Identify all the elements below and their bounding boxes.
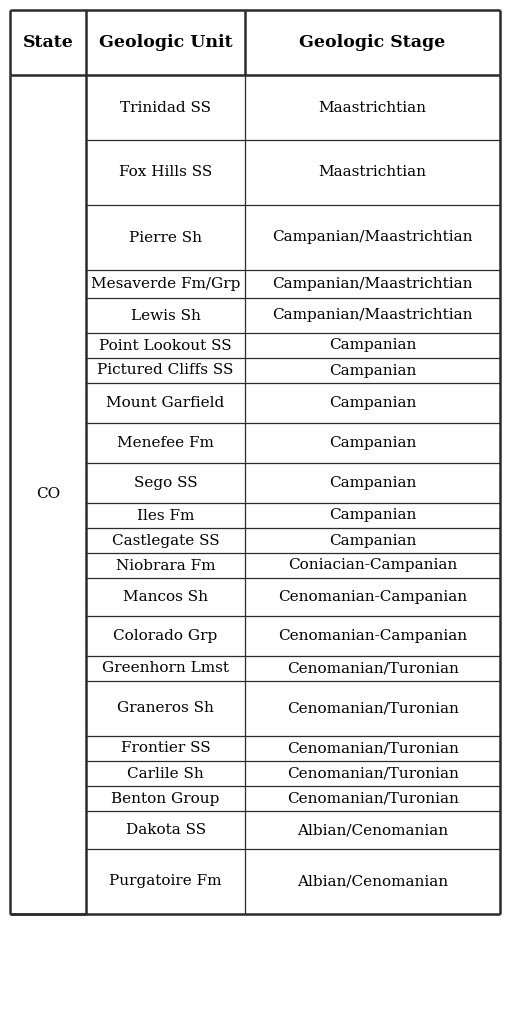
Text: Albian/Cenomanian: Albian/Cenomanian <box>296 823 447 837</box>
Text: Maastrichtian: Maastrichtian <box>318 166 426 179</box>
Text: Colorado Grp: Colorado Grp <box>113 629 217 643</box>
Text: Campanian/Maastrichtian: Campanian/Maastrichtian <box>272 308 472 323</box>
Text: Benton Group: Benton Group <box>111 792 219 806</box>
Text: Cenomanian/Turonian: Cenomanian/Turonian <box>286 701 458 716</box>
Text: Niobrara Fm: Niobrara Fm <box>116 558 215 572</box>
Text: Dakota SS: Dakota SS <box>125 823 205 837</box>
Text: Cenomanian-Campanian: Cenomanian-Campanian <box>277 629 466 643</box>
Text: Albian/Cenomanian: Albian/Cenomanian <box>296 874 447 889</box>
Text: Campanian: Campanian <box>328 364 415 378</box>
Text: Cenomanian/Turonian: Cenomanian/Turonian <box>286 662 458 676</box>
Text: Iles Fm: Iles Fm <box>136 509 194 522</box>
Text: Purgatoire Fm: Purgatoire Fm <box>109 874 221 889</box>
Text: Point Lookout SS: Point Lookout SS <box>99 339 232 352</box>
Text: Coniacian-Campanian: Coniacian-Campanian <box>288 558 457 572</box>
Text: Menefee Fm: Menefee Fm <box>117 436 214 450</box>
Text: Carlile Sh: Carlile Sh <box>127 767 204 780</box>
Text: Greenhorn Lmst: Greenhorn Lmst <box>102 662 229 676</box>
Text: Fox Hills SS: Fox Hills SS <box>119 166 212 179</box>
Text: Geologic Unit: Geologic Unit <box>99 34 232 51</box>
Text: Mancos Sh: Mancos Sh <box>123 590 208 604</box>
Text: Mount Garfield: Mount Garfield <box>106 396 224 410</box>
Text: Campanian: Campanian <box>328 436 415 450</box>
Text: Pictured Cliffs SS: Pictured Cliffs SS <box>97 364 233 378</box>
Text: Cenomanian/Turonian: Cenomanian/Turonian <box>286 741 458 756</box>
Text: Mesaverde Fm/Grp: Mesaverde Fm/Grp <box>91 278 240 291</box>
Text: Campanian: Campanian <box>328 534 415 548</box>
Text: Maastrichtian: Maastrichtian <box>318 100 426 115</box>
Text: Geologic Stage: Geologic Stage <box>299 34 445 51</box>
Text: Cenomanian-Campanian: Cenomanian-Campanian <box>277 590 466 604</box>
Text: Campanian: Campanian <box>328 476 415 490</box>
Text: Cenomanian/Turonian: Cenomanian/Turonian <box>286 792 458 806</box>
Text: Lewis Sh: Lewis Sh <box>130 308 200 323</box>
Text: Frontier SS: Frontier SS <box>121 741 210 756</box>
Text: State: State <box>22 34 73 51</box>
Text: Cenomanian/Turonian: Cenomanian/Turonian <box>286 767 458 780</box>
Text: Campanian/Maastrichtian: Campanian/Maastrichtian <box>272 278 472 291</box>
Text: Campanian: Campanian <box>328 339 415 352</box>
Text: Sego SS: Sego SS <box>133 476 197 490</box>
Text: CO: CO <box>36 487 60 502</box>
Text: Graneros Sh: Graneros Sh <box>117 701 214 716</box>
Text: Campanian: Campanian <box>328 509 415 522</box>
Text: Trinidad SS: Trinidad SS <box>120 100 211 115</box>
Text: Campanian/Maastrichtian: Campanian/Maastrichtian <box>272 230 472 245</box>
Text: Castlegate SS: Castlegate SS <box>111 534 219 548</box>
Text: Pierre Sh: Pierre Sh <box>129 230 202 245</box>
Text: Campanian: Campanian <box>328 396 415 410</box>
